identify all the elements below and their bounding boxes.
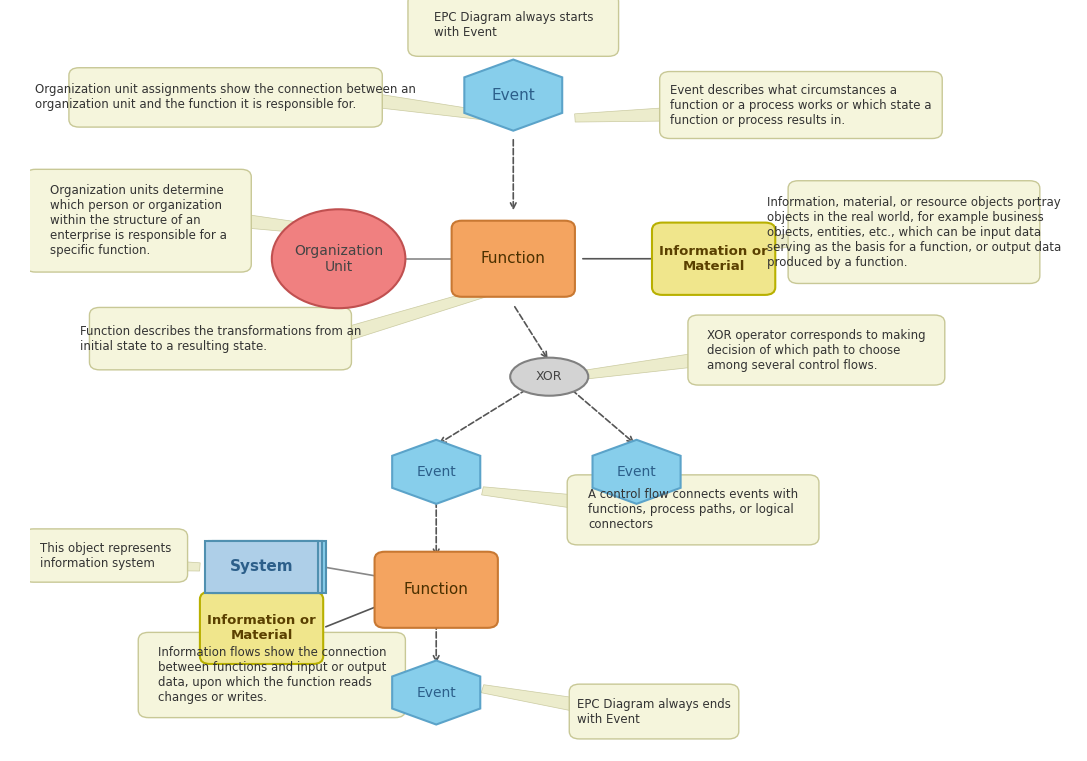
FancyBboxPatch shape — [451, 221, 575, 297]
FancyBboxPatch shape — [200, 592, 323, 664]
FancyBboxPatch shape — [25, 169, 251, 272]
FancyBboxPatch shape — [213, 541, 326, 593]
FancyBboxPatch shape — [375, 552, 498, 628]
Text: Function describes the transformations from an
initial state to a resulting stat: Function describes the transformations f… — [79, 325, 361, 352]
FancyBboxPatch shape — [567, 475, 819, 545]
FancyBboxPatch shape — [205, 541, 318, 593]
Polygon shape — [482, 487, 582, 509]
FancyBboxPatch shape — [89, 307, 351, 370]
Polygon shape — [392, 661, 480, 724]
Text: EPC Diagram always starts
with Event: EPC Diagram always starts with Event — [434, 11, 594, 39]
FancyBboxPatch shape — [570, 684, 739, 739]
FancyBboxPatch shape — [660, 72, 942, 139]
Text: Event: Event — [616, 465, 657, 479]
Text: Function: Function — [403, 582, 468, 597]
Polygon shape — [104, 556, 200, 571]
Ellipse shape — [510, 358, 588, 396]
Polygon shape — [504, 49, 523, 53]
FancyBboxPatch shape — [652, 222, 775, 295]
Text: Event: Event — [491, 88, 535, 103]
Text: Organization unit assignments show the connection between an
organization unit a: Organization unit assignments show the c… — [35, 84, 416, 111]
Text: Information flows show the connection
between functions and input or output
data: Information flows show the connection be… — [158, 646, 386, 704]
Text: Event: Event — [416, 686, 457, 699]
Polygon shape — [239, 214, 339, 236]
Text: XOR: XOR — [536, 370, 562, 384]
FancyBboxPatch shape — [68, 68, 383, 127]
Polygon shape — [392, 440, 480, 504]
Ellipse shape — [272, 209, 405, 308]
FancyBboxPatch shape — [23, 529, 188, 582]
Text: Information or
Material: Information or Material — [659, 245, 769, 272]
FancyBboxPatch shape — [209, 541, 322, 593]
Text: Information, material, or resource objects portray
objects in the real world, fo: Information, material, or resource objec… — [766, 196, 1061, 269]
Polygon shape — [672, 233, 798, 259]
Text: Event describes what circumstances a
function or a process works or which state : Event describes what circumstances a fun… — [671, 84, 932, 126]
Polygon shape — [569, 353, 698, 380]
Text: EPC Diagram always ends
with Event: EPC Diagram always ends with Event — [577, 698, 730, 725]
Text: Organization
Unit: Organization Unit — [295, 244, 384, 274]
FancyBboxPatch shape — [688, 315, 945, 385]
Polygon shape — [592, 440, 680, 504]
Text: This object represents
information system: This object represents information syste… — [40, 542, 171, 569]
FancyBboxPatch shape — [788, 181, 1040, 284]
Text: Function: Function — [480, 251, 546, 266]
Polygon shape — [575, 107, 673, 122]
Text: System: System — [229, 559, 293, 575]
Polygon shape — [482, 685, 583, 712]
Polygon shape — [260, 635, 274, 648]
Text: XOR operator corresponds to making
decision of which path to choose
among severa: XOR operator corresponds to making decis… — [707, 329, 926, 371]
Text: Information or
Material: Information or Material — [208, 614, 316, 642]
Polygon shape — [464, 59, 562, 131]
Text: Organization units determine
which person or organization
within the structure o: Organization units determine which perso… — [50, 184, 227, 257]
Polygon shape — [335, 282, 510, 342]
Text: A control flow connects events with
functions, process paths, or logical
connect: A control flow connects events with func… — [588, 489, 798, 531]
Text: Event: Event — [416, 465, 457, 479]
Polygon shape — [373, 94, 504, 122]
FancyBboxPatch shape — [138, 632, 405, 718]
FancyBboxPatch shape — [408, 0, 619, 56]
